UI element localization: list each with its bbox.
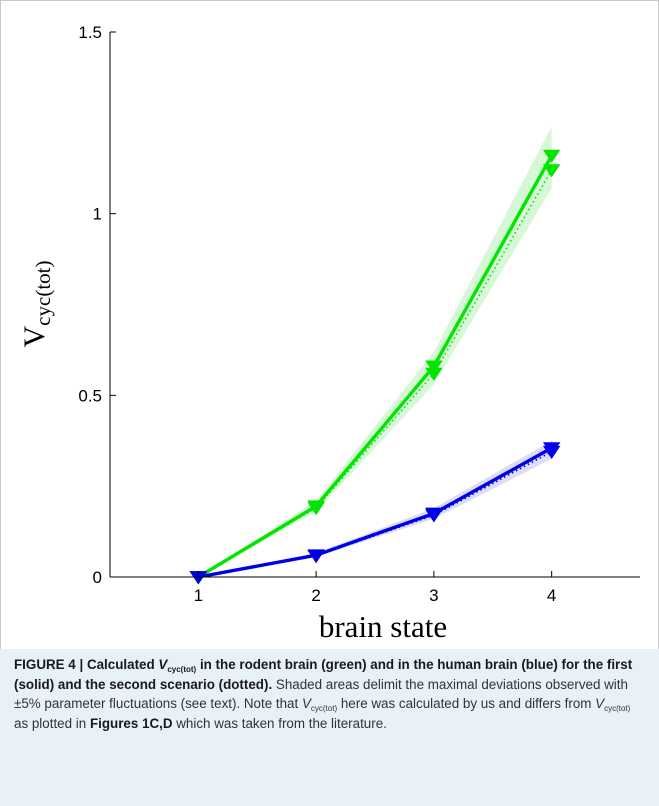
series-line-2: [197, 169, 553, 578]
y-tick-label-3: 1: [93, 205, 102, 224]
marker-s2-2: [307, 502, 325, 516]
chart: 1 2 3 4 0 0.5 1 1.5 brain state Vcyc(tot): [18, 23, 640, 644]
marker-s4-4: [542, 445, 561, 459]
svg-text:Vcyc(tot): Vcyc(tot): [18, 261, 55, 348]
y-tick-label-2: 0.5: [78, 386, 102, 405]
marker-s1-3: [425, 360, 443, 374]
shaded-band-1: [198, 126, 552, 577]
axes: 1 2 3 4 0 0.5 1 1.5: [78, 23, 640, 605]
series-line-1: [197, 154, 554, 579]
caption-text-4: which was taken from the literature.: [172, 715, 387, 731]
x-axis-label: brain state: [319, 609, 447, 644]
x-tick-label-2: 2: [311, 586, 320, 605]
series-line-3: [198, 446, 553, 579]
shaded-band-2: [198, 440, 552, 577]
marker-s4-2: [307, 550, 325, 564]
y-tick-label-1: 0: [93, 568, 102, 587]
series-markers: [189, 149, 561, 585]
y-axis-label-sub: cyc(tot): [31, 261, 55, 326]
caption-text-1: Shaded areas delimit the maximal deviati…: [14, 676, 628, 712]
shaded-bands: [198, 126, 552, 577]
caption-text-2: here was calculated by us and differs fr…: [337, 696, 596, 711]
caption-figure-ref: Figures 1C,D: [89, 715, 173, 731]
series-lines: [197, 154, 554, 579]
caption-sub-2: cyc(tot): [604, 704, 631, 713]
caption-sub-1: cyc(tot): [310, 704, 338, 713]
x-tick-label-4: 4: [547, 586, 556, 605]
y-tick-label-4: 1.5: [78, 23, 102, 42]
caption-title: FIGURE 4 | Calculated Vcyc(tot) in the r…: [14, 657, 633, 692]
caption-v-1: V: [301, 696, 311, 711]
y-axis-label-main: V: [18, 325, 51, 347]
marker-s2-4: [542, 164, 561, 178]
caption-text-3: as plotted in: [14, 715, 90, 731]
y-axis-label: Vcyc(tot): [18, 261, 55, 348]
x-tick-label-1: 1: [194, 586, 203, 605]
series-line-4: [198, 450, 553, 578]
figure-caption: FIGURE 4 | Calculated Vcyc(tot) in the r…: [0, 649, 659, 806]
marker-s1-4: [542, 149, 561, 163]
marker-s2-3: [425, 367, 443, 381]
caption-v-2: V: [595, 696, 605, 711]
x-tick-label-3: 3: [429, 586, 438, 605]
marker-s4-3: [425, 509, 443, 523]
